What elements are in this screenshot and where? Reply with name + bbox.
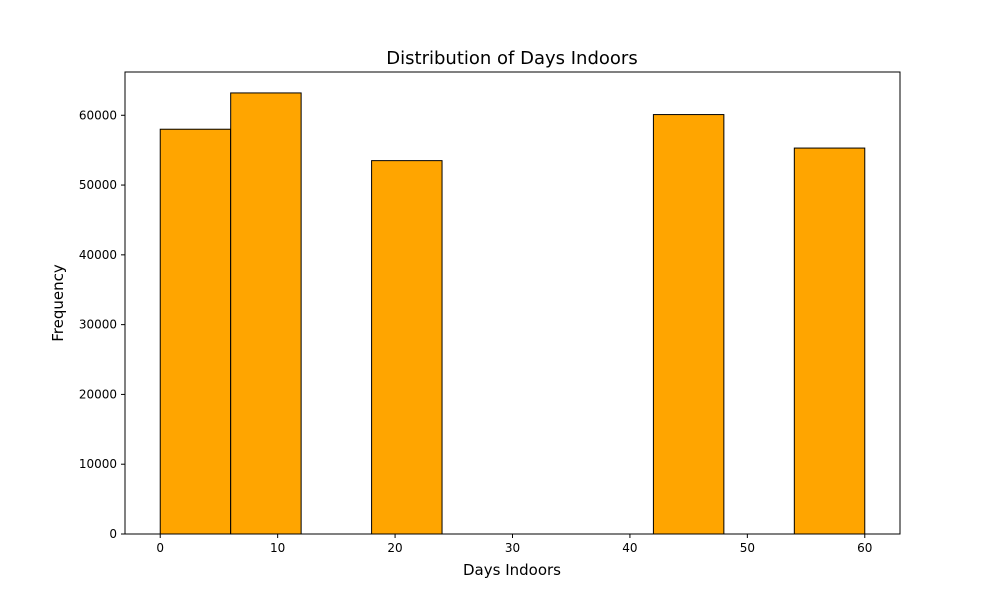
y-tick-label: 10000: [79, 457, 117, 471]
bars-group: [159, 92, 866, 535]
histogram-bar-3: [371, 160, 443, 535]
histogram-bar-7: [652, 114, 725, 535]
y-tick-label: 30000: [79, 318, 117, 332]
histogram-bar-9: [793, 147, 866, 535]
histogram-bar-1: [230, 92, 302, 535]
x-tick-label: 40: [622, 541, 637, 555]
x-tick-label: 20: [387, 541, 402, 555]
y-axis-ticks: 0 10000 20000 30000 40000 50000 60000: [79, 108, 125, 541]
x-tick-label: 60: [857, 541, 872, 555]
chart-title: Distribution of Days Indoors: [386, 48, 637, 69]
y-tick-label: 60000: [79, 108, 117, 122]
x-tick-label: 10: [270, 541, 285, 555]
y-tick-label: 50000: [79, 178, 117, 192]
y-tick-label: 0: [109, 527, 117, 541]
x-tick-label: 50: [740, 541, 755, 555]
x-tick-label: 0: [156, 541, 164, 555]
y-tick-label: 40000: [79, 248, 117, 262]
histogram-bar-0: [159, 128, 232, 535]
y-tick-label: 20000: [79, 387, 117, 401]
x-axis-label: Days Indoors: [463, 561, 561, 579]
y-axis-label: Frequency: [49, 264, 67, 342]
x-axis-ticks: 0 10 20 30 40 50 60: [156, 534, 872, 555]
x-tick-label: 30: [505, 541, 520, 555]
